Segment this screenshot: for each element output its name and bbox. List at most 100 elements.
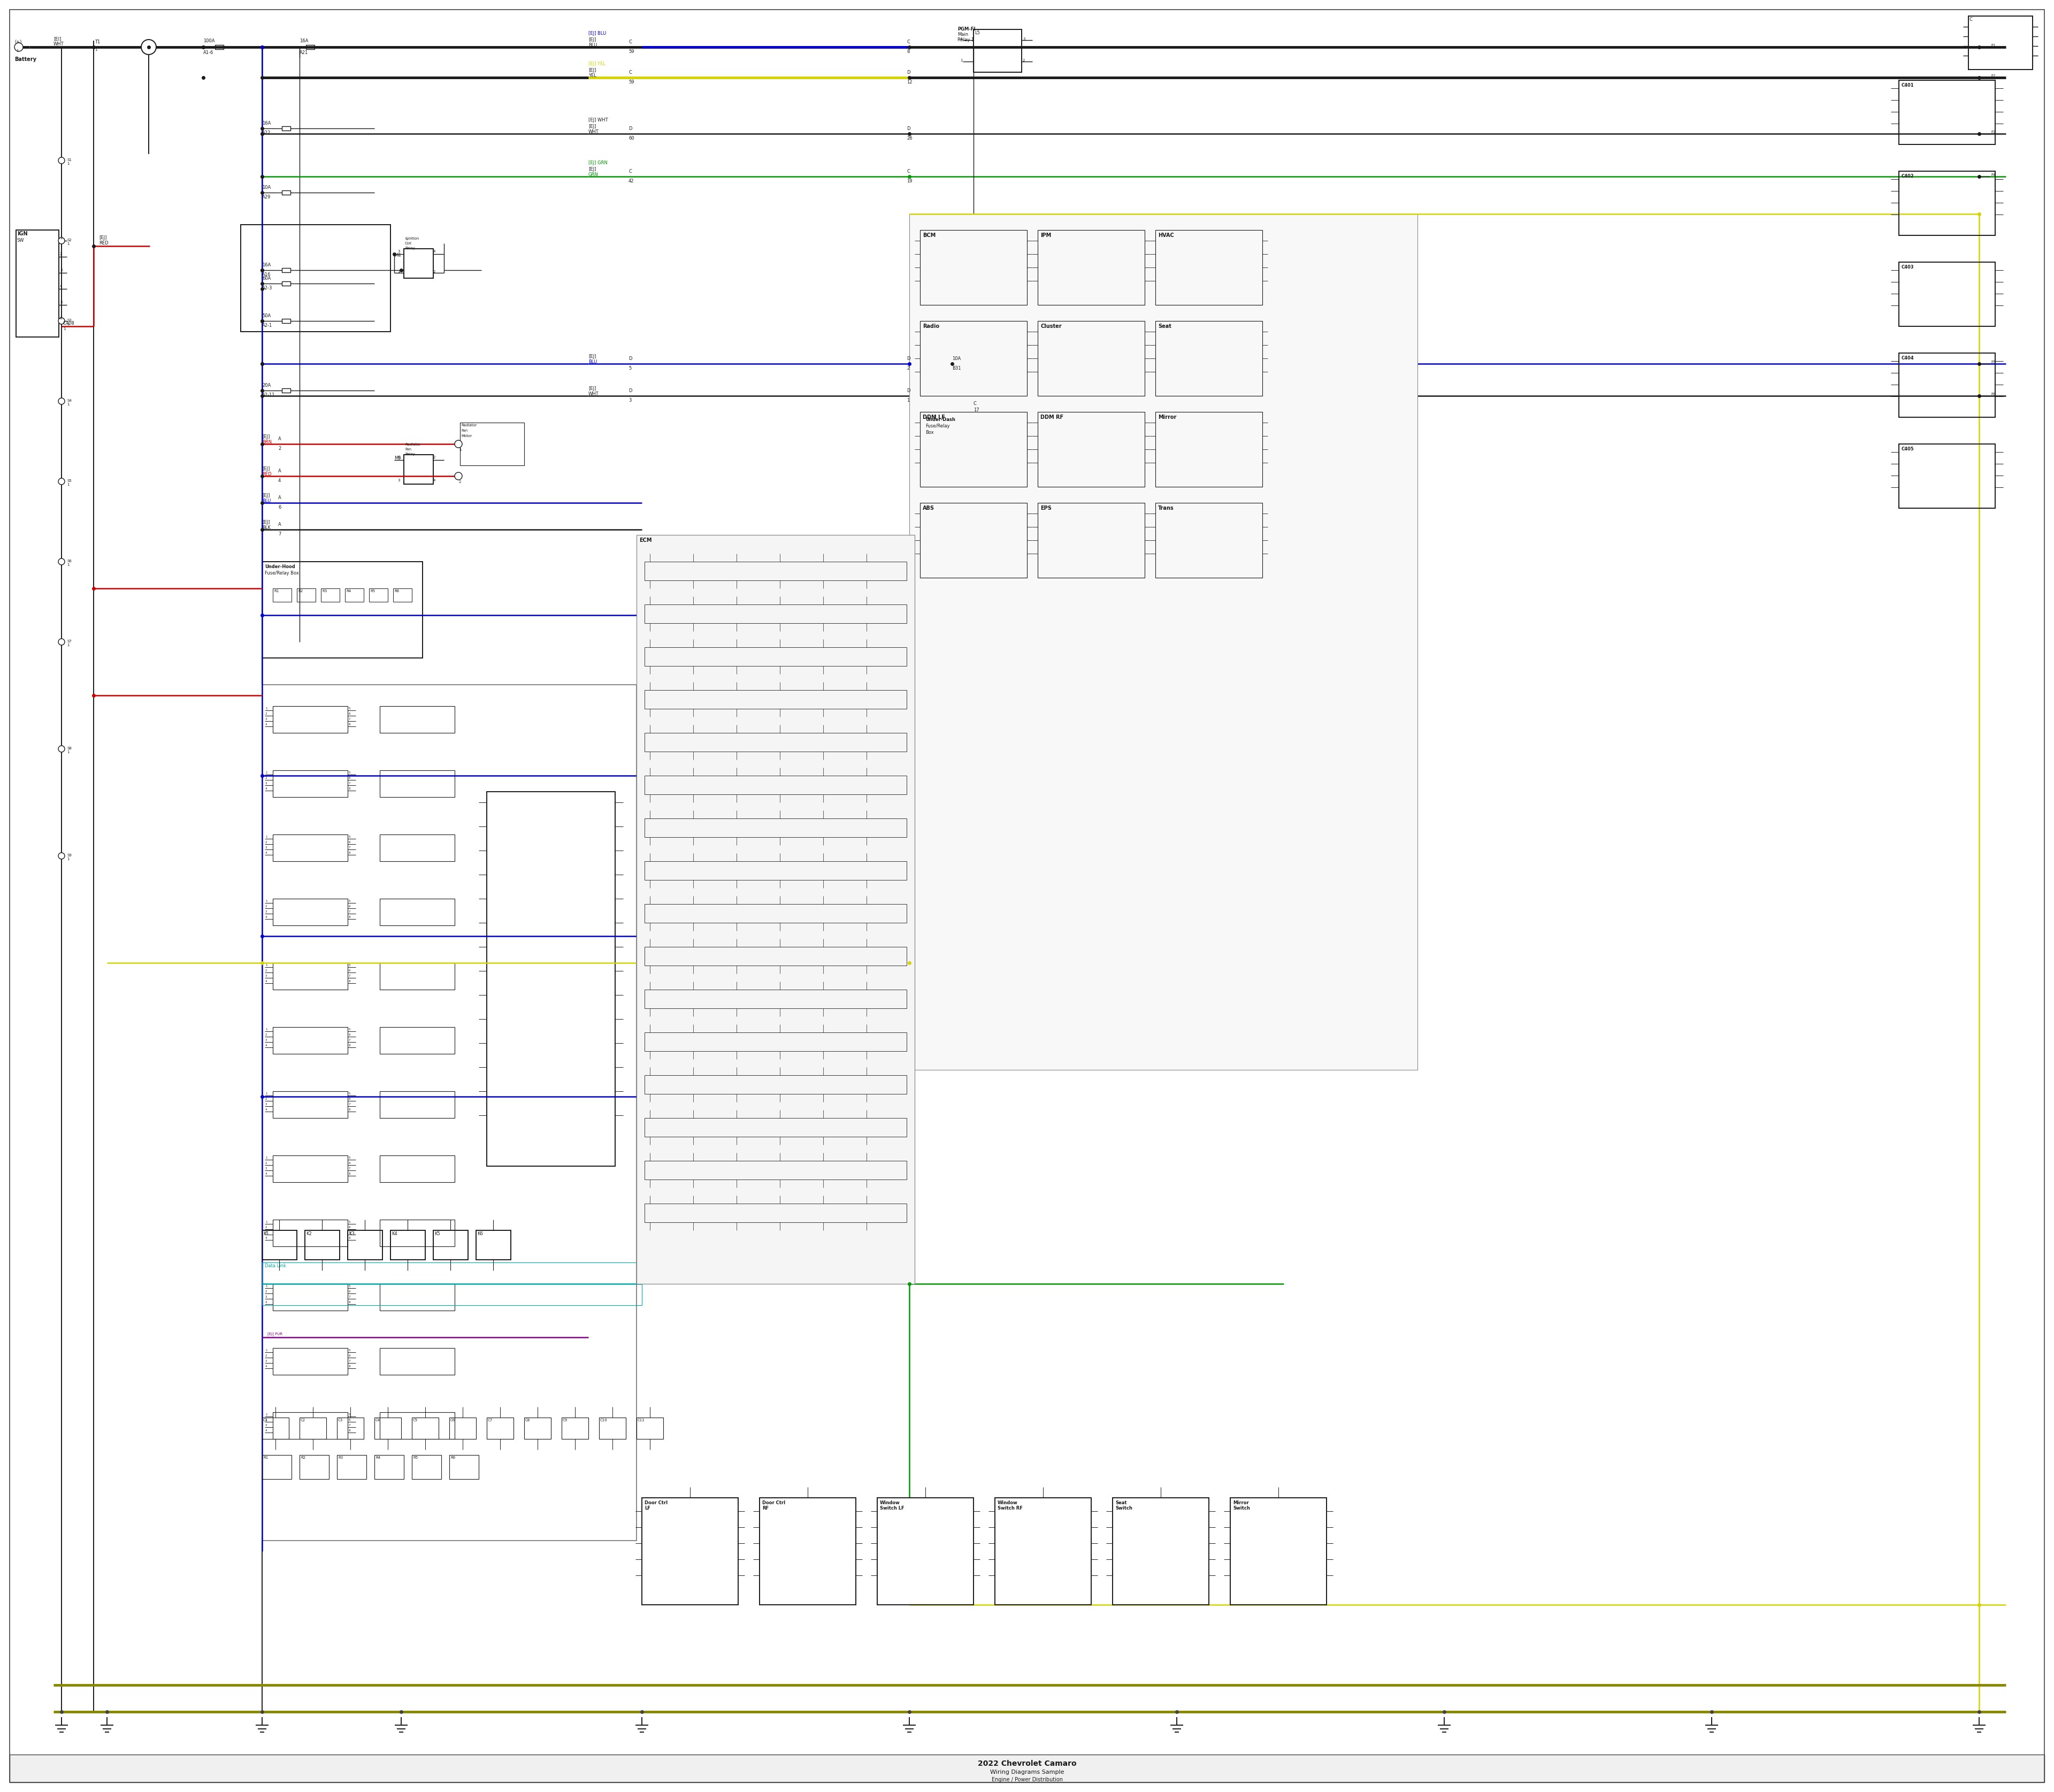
Bar (263, 561, 423, 658)
Circle shape (58, 238, 66, 244)
Text: C408: C408 (64, 321, 74, 326)
Text: R1: R1 (263, 1457, 269, 1459)
Text: Seat: Seat (1158, 324, 1171, 330)
Text: Fuse/Relay: Fuse/Relay (926, 423, 949, 428)
Text: [EJ]: [EJ] (587, 124, 596, 129)
Text: A21: A21 (300, 50, 308, 56)
Text: S2
1: S2 1 (68, 238, 72, 246)
Text: 16A: 16A (263, 120, 271, 125)
Bar (1154, 229, 1263, 305)
Text: 50A: 50A (263, 314, 271, 319)
Text: 3: 3 (396, 478, 401, 482)
Text: T1: T1 (94, 39, 101, 45)
Text: Relay: Relay (405, 247, 415, 249)
Text: C: C (906, 168, 910, 174)
Text: K5: K5 (433, 1231, 440, 1236)
Text: 2: 2 (60, 253, 62, 256)
Text: [EJ]: [EJ] (587, 167, 596, 172)
Text: C404: C404 (1902, 357, 1914, 360)
Bar (300, 1417, 327, 1439)
Text: BLU: BLU (587, 43, 598, 48)
Text: 3: 3 (1023, 38, 1025, 41)
Text: C11: C11 (637, 1419, 645, 1421)
Bar (16, 229, 60, 337)
Text: C2: C2 (300, 1419, 306, 1421)
Bar (337, 1417, 364, 1439)
Bar (380, 1156, 454, 1183)
Bar (450, 1455, 479, 1478)
Bar (1154, 412, 1263, 487)
Text: 2022 Chevrolet Camaro: 2022 Chevrolet Camaro (978, 1760, 1076, 1767)
Text: RED: RED (263, 471, 271, 477)
Bar (460, 423, 524, 466)
Bar (405, 455, 433, 484)
Text: C: C (906, 39, 910, 45)
Text: 10A: 10A (953, 357, 961, 360)
Bar (1230, 1498, 1327, 1606)
Circle shape (58, 638, 66, 645)
Bar (561, 1417, 587, 1439)
Text: R4: R4 (376, 1457, 380, 1459)
Bar (380, 1027, 454, 1054)
Bar (374, 1455, 405, 1478)
Text: 8: 8 (906, 48, 910, 54)
Text: 1: 1 (94, 48, 97, 52)
Bar (645, 690, 906, 710)
Text: [EI]: [EI] (53, 36, 62, 41)
Text: K6: K6 (477, 1231, 483, 1236)
Text: Door Ctrl
RF: Door Ctrl RF (762, 1500, 785, 1511)
Text: [EJ]: [EJ] (587, 387, 596, 391)
Text: BLU: BLU (587, 360, 598, 364)
Bar (645, 1118, 906, 1136)
Text: BRN: BRN (263, 439, 271, 444)
Text: R5: R5 (413, 1457, 417, 1459)
Bar (380, 1348, 454, 1374)
Bar (1898, 353, 1994, 418)
Text: Fan: Fan (460, 428, 468, 432)
Bar (392, 588, 413, 602)
Bar (240, 224, 390, 332)
Text: D: D (906, 70, 910, 75)
Bar (281, 125, 290, 131)
Text: S4
1: S4 1 (68, 400, 72, 407)
Text: 4: 4 (433, 478, 435, 482)
Text: 2: 2 (433, 271, 435, 274)
Circle shape (14, 43, 23, 52)
Text: Fuse/Relay Box: Fuse/Relay Box (265, 572, 300, 575)
Text: S5
1: S5 1 (68, 478, 72, 486)
Text: F1: F1 (1990, 43, 1994, 47)
Text: A: A (277, 521, 281, 527)
Circle shape (58, 158, 66, 163)
Text: 12: 12 (906, 79, 912, 84)
Text: C: C (629, 39, 633, 45)
Text: 1: 1 (906, 398, 910, 403)
Bar (413, 1417, 440, 1439)
Text: S6
1: S6 1 (68, 559, 72, 566)
Bar (273, 1412, 347, 1439)
Text: A: A (277, 468, 281, 473)
Text: Motor: Motor (460, 434, 472, 437)
Text: S3
1: S3 1 (68, 319, 72, 326)
Bar (263, 1231, 298, 1260)
Text: WHT: WHT (53, 41, 64, 47)
Bar (524, 1417, 550, 1439)
Text: Radiator: Radiator (460, 423, 477, 426)
Text: A22: A22 (263, 131, 271, 136)
Text: [EJ]: [EJ] (587, 355, 596, 358)
Bar (645, 776, 906, 794)
Text: C1: C1 (263, 1419, 269, 1421)
Text: 16A: 16A (300, 38, 308, 43)
Text: 60A: 60A (263, 276, 271, 281)
Bar (645, 647, 906, 667)
Bar (487, 792, 614, 1167)
Text: C402: C402 (1902, 174, 1914, 179)
Text: Battery: Battery (14, 57, 37, 63)
Text: D: D (629, 389, 633, 392)
Text: HVAC: HVAC (1158, 233, 1175, 238)
Text: [EJ]: [EJ] (587, 38, 596, 43)
Text: Relay 1: Relay 1 (957, 38, 974, 43)
Text: F2: F2 (1990, 73, 1994, 77)
Text: 3: 3 (396, 249, 401, 253)
Text: A1-6: A1-6 (203, 50, 214, 56)
Text: BLU: BLU (263, 498, 271, 504)
